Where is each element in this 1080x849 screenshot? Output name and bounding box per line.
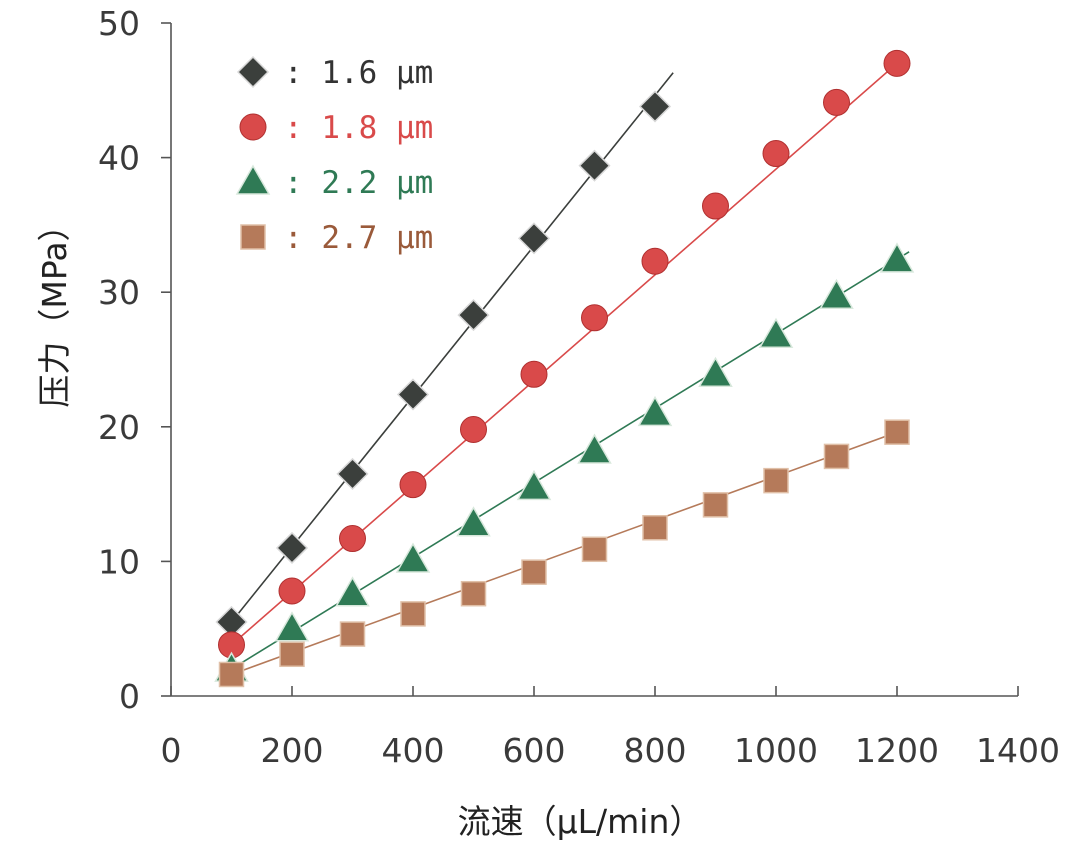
y-tick-label: 30	[98, 273, 140, 312]
legend-marker-series-4	[240, 224, 266, 250]
data-point-series-2	[762, 140, 790, 168]
data-point-series-3	[274, 611, 310, 642]
data-point-series-1	[457, 299, 490, 332]
data-point-series-4	[460, 580, 487, 607]
y-axis-title: 压力（MPa）	[35, 208, 74, 407]
legend-marker-series-3	[235, 164, 271, 195]
data-point-series-3	[516, 469, 552, 501]
data-point-series-3	[456, 506, 491, 537]
data-point-series-3	[879, 242, 915, 273]
data-point-series-4	[521, 559, 547, 585]
data-point-series-2	[399, 471, 427, 499]
data-point-series-4	[763, 467, 789, 494]
data-point-series-1	[275, 531, 309, 565]
data-point-series-2	[520, 360, 548, 388]
data-point-series-3	[395, 542, 431, 573]
fit-line-series-2	[230, 62, 898, 646]
data-point-series-2	[641, 247, 669, 275]
fit-line-series-3	[231, 251, 910, 670]
data-markers	[214, 49, 915, 688]
legend-label-series-2: : 1.8 µm	[284, 110, 433, 146]
data-point-series-1	[578, 149, 611, 182]
data-point-series-2	[581, 304, 608, 332]
data-point-series-2	[883, 49, 911, 77]
y-tick-label: 0	[119, 677, 140, 716]
x-tick-label: 200	[261, 731, 324, 770]
data-point-series-1	[336, 457, 369, 490]
data-point-series-4	[279, 641, 305, 668]
data-point-series-1	[517, 222, 551, 255]
data-point-series-4	[823, 443, 850, 470]
data-point-series-2	[823, 88, 850, 116]
data-point-series-3	[819, 278, 854, 309]
data-point-series-2	[278, 577, 306, 605]
data-point-series-3	[758, 317, 794, 349]
x-tick-label: 1000	[734, 731, 818, 770]
data-point-series-1	[396, 378, 430, 411]
y-tick-label: 20	[98, 408, 140, 447]
legend: : 1.6 µm : 1.8 µm : 2.2 µm : 2.7 µm	[235, 55, 433, 256]
data-point-series-4	[884, 419, 910, 445]
axes: 0 10 20 30 40 50 0 200 400 600 800 1000 1200 1400	[98, 4, 1060, 770]
data-point-series-4	[642, 515, 668, 541]
y-tick-label: 50	[98, 4, 140, 43]
data-point-series-2	[339, 525, 366, 553]
x-axis-title: 流速（µL/min）	[458, 802, 703, 841]
data-point-series-2	[702, 192, 729, 220]
data-point-series-3	[698, 356, 733, 388]
x-tick-label: 1200	[855, 731, 939, 770]
data-point-series-1	[638, 90, 672, 123]
x-tick-label: 400	[382, 731, 445, 770]
legend-label-series-3: : 2.2 µm	[284, 165, 433, 201]
data-point-series-3	[637, 395, 673, 427]
x-tick-label: 0	[161, 731, 182, 770]
data-point-series-2	[460, 415, 487, 443]
legend-marker-series-2	[239, 113, 267, 141]
legend-label-series-4: : 2.7 µm	[284, 220, 433, 256]
data-point-series-3	[577, 433, 612, 464]
data-point-series-4	[400, 601, 426, 627]
data-point-series-4	[218, 661, 245, 688]
data-point-series-3	[335, 576, 370, 607]
y-tick-label: 40	[98, 139, 140, 178]
data-point-series-4	[702, 492, 729, 518]
y-tick-label: 10	[98, 542, 140, 581]
x-tick-label: 600	[503, 731, 566, 770]
fit-lines	[230, 62, 910, 676]
data-point-series-4	[339, 621, 366, 647]
x-tick-label: 800	[624, 731, 687, 770]
x-tick-label: 1400	[976, 731, 1060, 770]
legend-marker-series-1	[236, 55, 270, 89]
data-point-series-4	[581, 536, 608, 563]
fit-line-series-4	[231, 431, 898, 676]
legend-label-series-1: : 1.6 µm	[284, 55, 433, 91]
